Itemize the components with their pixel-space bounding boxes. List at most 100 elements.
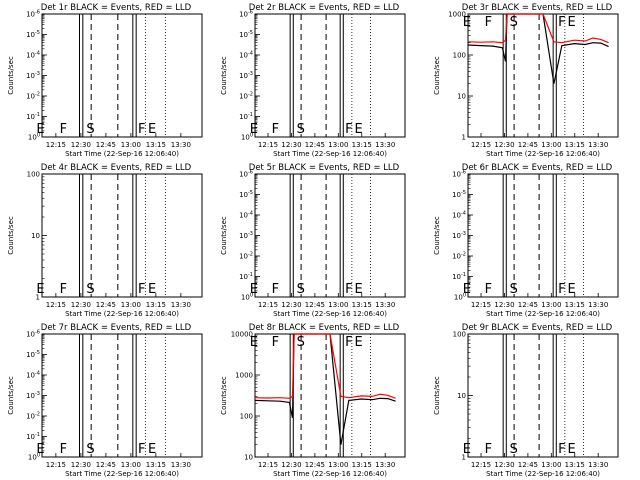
y-axis-label: Counts/sec [7,376,15,415]
event-marker-label: E [250,122,258,137]
event-marker-label: E [354,282,362,297]
y-tick-label: 1000 [448,11,466,19]
x-tick-label: 13:30 [171,301,191,309]
y-tick-label: 10-1 [452,272,466,281]
event-marker-label: F [138,282,145,297]
y-tick-label: 10000 [231,331,253,339]
event-marker-label: E [148,442,156,457]
y-tick-label: 10-5 [452,190,466,199]
y-tick-label: 10-4 [26,51,40,60]
x-tick-label: 12:15 [471,141,491,149]
event-marker-label: S [297,282,305,297]
y-tick-label: 10-4 [26,371,40,380]
x-tick-label: 12:45 [305,461,325,469]
event-marker-label: E [36,122,44,137]
y-tick-label: 10-5 [26,30,40,39]
y-tick-label: 1 [462,454,466,462]
plot-panel-8: Det 8r BLACK = Events, RED = LLD 10 100 100… [220,323,406,478]
y-axis-label: Counts/sec [433,376,441,415]
x-tick-label: 12:30 [71,301,91,309]
event-marker-label: F [345,122,352,137]
x-tick-label: 13:15 [352,301,372,309]
x-axis-label: Start Time (22-Sep-16 12:06:40) [486,150,600,158]
event-marker-label: E [463,282,471,297]
y-tick-label: 10-6 [452,170,466,179]
x-tick-label: 13:15 [565,141,585,149]
event-marker-label: F [558,442,565,457]
event-marker-label: F [558,282,565,297]
y-tick-label: 100 [27,171,40,179]
event-marker-label: E [354,335,362,350]
x-tick-label: 13:00 [121,461,141,469]
plot-panel-4: Det 4r BLACK = Events, RED = LLD 1 10 100 Co… [7,163,203,318]
y-tick-label: 10-4 [239,51,253,60]
plot-panel-6: Det 6r BLACK = Events, RED = LLD 100 10-1 1… [433,163,619,318]
event-marker-label: F [345,335,352,350]
event-marker-label: F [485,282,492,297]
plot-panel-7: Det 7r BLACK = Events, RED = LLD 100 10-1 1… [7,323,203,478]
x-tick-label: 13:00 [121,141,141,149]
y-tick-label: 10 [457,93,466,101]
x-tick-label: 12:30 [494,141,514,149]
plot-title: Det 3r BLACK = Events, RED = LLD [462,3,613,13]
y-axis-label: Counts/sec [220,216,228,255]
x-axis-label: Start Time (22-Sep-16 12:06:40) [273,150,387,158]
event-marker-label: S [510,15,518,30]
event-marker-label: F [485,442,492,457]
event-marker-label: E [250,335,258,350]
y-tick-label: 100 [241,133,253,142]
x-tick-label: 13:00 [328,141,348,149]
x-tick-label: 13:15 [565,301,585,309]
x-tick-label: 13:30 [171,461,191,469]
y-tick-label: 10-3 [239,71,253,80]
y-tick-label: 10-1 [26,112,40,121]
plot-frame [467,333,619,458]
series-line [254,333,396,445]
event-marker-label: F [558,15,565,30]
plot-panel-9: Det 9r BLACK = Events, RED = LLD 1 10 100 Co… [433,323,619,478]
x-tick-label: 12:45 [305,141,325,149]
y-tick-label: 10-2 [26,412,40,421]
y-axis-label: Counts/sec [433,56,441,95]
y-tick-label: 10 [457,392,466,400]
x-tick-label: 13:00 [541,461,561,469]
y-tick-label: 10-2 [239,92,253,101]
x-tick-label: 13:30 [588,141,608,149]
plot-title: Det 1r BLACK = Events, RED = LLD [41,3,192,13]
plot-title: Det 4r BLACK = Events, RED = LLD [41,163,192,173]
event-marker-label: E [36,282,44,297]
y-axis-label: Counts/sec [433,216,441,255]
x-tick-label: 13:30 [375,461,395,469]
x-tick-label: 12:45 [96,301,116,309]
y-tick-label: 10-3 [452,231,466,240]
plot-frame [41,173,203,298]
plot-frame [41,333,203,458]
y-tick-label: 10-3 [26,71,40,80]
y-axis-label: Counts/sec [220,376,228,415]
y-tick-label: 1 [462,134,466,142]
x-tick-label: 12:45 [518,461,538,469]
y-tick-label: 10-3 [26,391,40,400]
event-marker-label: F [485,15,492,30]
plot-panel-1: Det 1r BLACK = Events, RED = LLD 100 10-1 1… [7,3,203,158]
x-tick-label: 13:00 [541,301,561,309]
event-marker-label: S [297,335,305,350]
x-tick-label: 13:15 [146,301,166,309]
x-tick-label: 13:15 [146,141,166,149]
x-axis-label: Start Time (22-Sep-16 12:06:40) [273,470,387,478]
y-tick-label: 10-3 [239,231,253,240]
x-tick-label: 12:15 [258,301,278,309]
plot-title: Det 2r BLACK = Events, RED = LLD [249,3,400,13]
plot-title: Det 9r BLACK = Events, RED = LLD [462,323,613,333]
y-tick-label: 10-1 [239,272,253,281]
event-marker-label: S [510,282,518,297]
y-tick-label: 100 [453,331,466,339]
x-tick-label: 12:30 [281,461,301,469]
x-axis-label: Start Time (22-Sep-16 12:06:40) [486,470,600,478]
y-tick-label: 100 [454,293,466,302]
y-tick-label: 10 [31,232,40,240]
x-tick-label: 12:30 [494,301,514,309]
series-line [254,333,396,399]
plot-frame [467,173,619,298]
